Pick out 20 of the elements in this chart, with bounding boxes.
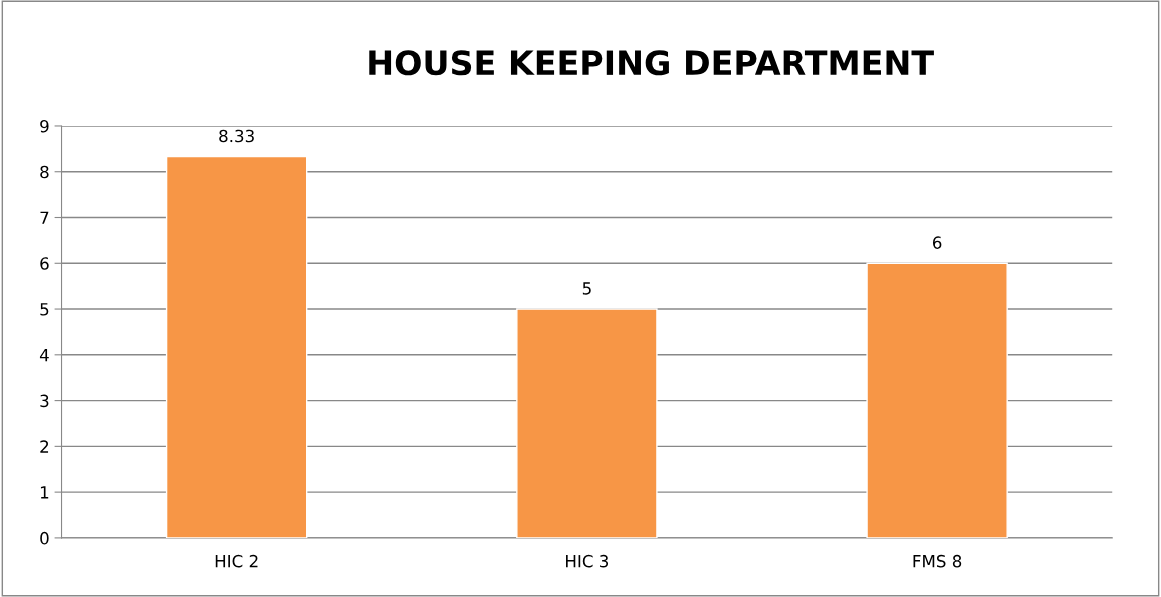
y-tick-label: 0 bbox=[40, 531, 49, 545]
data-label: 8.33 bbox=[219, 129, 254, 143]
data-label: 6 bbox=[932, 236, 942, 249]
y-tick-label: 6 bbox=[40, 257, 49, 270]
y-tick-label: 4 bbox=[39, 349, 49, 362]
chart-title: HOUSE KEEPING DEPARTMENT bbox=[369, 50, 934, 76]
y-tick-label: 2 bbox=[40, 440, 49, 453]
y-tick-label: 7 bbox=[40, 211, 49, 224]
data-label: 5 bbox=[582, 282, 591, 295]
y-tick-label: 5 bbox=[40, 303, 49, 316]
x-tick-label: HIC 3 bbox=[566, 554, 609, 568]
bar bbox=[516, 308, 658, 538]
x-tick-label: FMS 8 bbox=[913, 554, 962, 568]
y-tick-label: 1 bbox=[40, 486, 49, 499]
x-tick-label: HIC 2 bbox=[215, 554, 258, 568]
y-tick-label: 9 bbox=[40, 119, 49, 133]
y-tick-label: 3 bbox=[40, 394, 49, 408]
bar bbox=[165, 155, 308, 538]
y-tick-label: 8 bbox=[40, 165, 49, 179]
bar bbox=[866, 262, 1008, 538]
